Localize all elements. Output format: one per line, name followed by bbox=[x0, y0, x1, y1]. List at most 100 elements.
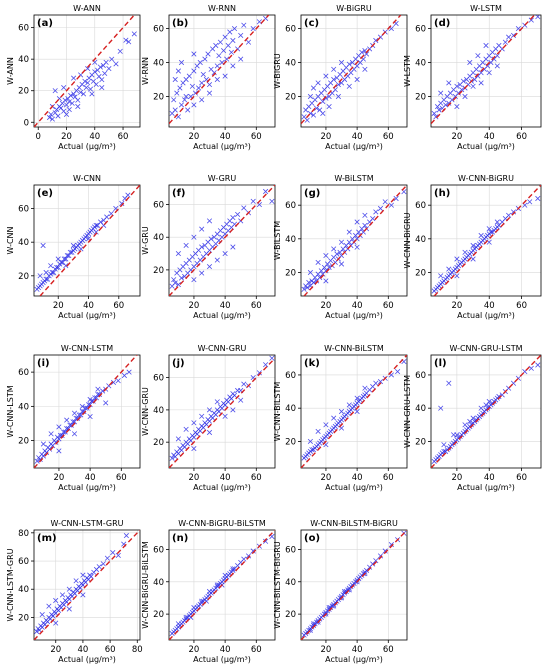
panel-letter: (k) bbox=[304, 358, 320, 369]
chart-o: 20 40 60204060W-CNN-BiLSTM-BiGRU(o)Actual … bbox=[273, 519, 408, 664]
x-axis-label: Actual (μg/m³) bbox=[457, 142, 515, 151]
x-tick-label: 60 bbox=[118, 132, 129, 142]
data-point bbox=[106, 66, 112, 72]
data-point bbox=[175, 621, 181, 627]
data-point bbox=[214, 257, 220, 263]
data-point bbox=[214, 63, 220, 69]
data-point bbox=[478, 232, 484, 239]
y-tick-label: 60 bbox=[18, 205, 29, 215]
reference-line bbox=[34, 15, 135, 127]
y-axis-label: W-CNN-LSTM-GRU bbox=[6, 548, 15, 621]
scatter-points bbox=[34, 192, 131, 292]
x-tick-label: 20 bbox=[321, 645, 332, 655]
data-point bbox=[263, 188, 269, 195]
data-point bbox=[438, 405, 444, 411]
data-point bbox=[235, 211, 241, 217]
panel-letter: (b) bbox=[172, 18, 188, 29]
panel-letter: (h) bbox=[434, 188, 450, 199]
data-point bbox=[174, 90, 180, 96]
data-point bbox=[85, 66, 91, 72]
x-tick-label: 40 bbox=[220, 132, 231, 142]
data-point bbox=[123, 533, 129, 539]
data-point bbox=[470, 242, 476, 249]
x-tick-label: 20 bbox=[189, 645, 200, 655]
data-point bbox=[315, 259, 321, 265]
data-point bbox=[263, 362, 269, 368]
scatter-points bbox=[431, 195, 541, 294]
panel-letter: (o) bbox=[304, 533, 320, 544]
x-tick-label: 40 bbox=[85, 473, 96, 483]
y-tick-label: 60 bbox=[18, 24, 29, 34]
data-point bbox=[191, 68, 197, 74]
chart-f: 20 40 60 20 40 60 W-GRU (f) Actual (μg/m³) W-GRU bbox=[141, 174, 276, 320]
data-point bbox=[373, 558, 379, 564]
data-point bbox=[52, 88, 58, 94]
y-axis-label: W-CNN-BiGRU-BiLSTM bbox=[141, 541, 150, 629]
data-point bbox=[320, 110, 326, 116]
data-point bbox=[431, 110, 437, 116]
x-tick-label: 60 bbox=[251, 301, 262, 311]
data-point bbox=[191, 234, 197, 240]
data-point bbox=[323, 422, 329, 428]
data-point bbox=[199, 226, 205, 232]
data-point bbox=[315, 428, 321, 434]
data-point bbox=[206, 90, 213, 96]
data-point bbox=[70, 242, 76, 249]
y-tick-label: 40 bbox=[285, 578, 296, 588]
panel-title: W-CNN-BiLSTM-BiGRU bbox=[310, 519, 398, 528]
data-point bbox=[183, 426, 189, 432]
data-point bbox=[250, 26, 256, 32]
data-point bbox=[200, 71, 206, 77]
x-tick-label: 60 bbox=[516, 132, 527, 142]
y-tick-label: 20 bbox=[153, 438, 164, 448]
data-point bbox=[192, 90, 199, 96]
data-point bbox=[172, 280, 178, 286]
data-point bbox=[63, 263, 69, 269]
x-axis-label: Actual (μg/m³) bbox=[457, 483, 515, 492]
data-point bbox=[87, 414, 93, 420]
data-point bbox=[227, 29, 233, 35]
data-point bbox=[388, 202, 394, 208]
data-point bbox=[99, 85, 105, 91]
panel-title: W-CNN-LSTM-GRU bbox=[50, 519, 123, 528]
data-point bbox=[528, 17, 534, 23]
data-point bbox=[304, 117, 310, 123]
x-tick-label: 20 bbox=[50, 645, 61, 655]
data-point bbox=[113, 61, 119, 67]
data-point bbox=[222, 572, 228, 578]
data-point bbox=[326, 104, 332, 110]
data-point bbox=[53, 620, 59, 626]
data-point bbox=[97, 64, 103, 70]
x-tick-label: 40 bbox=[220, 645, 231, 655]
reference-line bbox=[34, 355, 138, 468]
data-point bbox=[231, 26, 238, 32]
data-point bbox=[382, 548, 388, 554]
x-axis-label: Actual (μg/m³) bbox=[193, 142, 251, 151]
y-tick-label: 20 bbox=[285, 437, 296, 447]
data-point bbox=[185, 107, 191, 113]
data-point bbox=[96, 564, 102, 570]
data-point bbox=[377, 379, 384, 385]
panel-title: W-CNN-GRU bbox=[198, 344, 247, 353]
data-point bbox=[43, 269, 49, 276]
data-point bbox=[377, 553, 384, 559]
x-tick-label: 20 bbox=[451, 473, 462, 483]
data-point bbox=[199, 80, 205, 86]
data-point bbox=[48, 431, 54, 437]
plot-frame bbox=[300, 14, 408, 128]
data-point bbox=[206, 218, 213, 224]
data-point bbox=[346, 83, 352, 89]
panel-title: W-CNN-LSTM bbox=[61, 344, 113, 353]
data-point bbox=[488, 229, 494, 235]
data-point bbox=[177, 85, 183, 91]
chart-d: 20 40 60 20 40 60 W-LSTM (d) Actual (μg/m³) W-LST… bbox=[403, 4, 542, 151]
data-point bbox=[483, 42, 489, 49]
y-tick-label: 40 bbox=[153, 406, 164, 416]
y-tick-label: 20 bbox=[285, 268, 296, 278]
y-tick-label: 60 bbox=[415, 201, 426, 211]
data-point bbox=[238, 397, 244, 403]
x-tick-label: 40 bbox=[89, 132, 100, 142]
x-axis-label: Actual (μg/m³) bbox=[457, 311, 515, 320]
data-point bbox=[334, 251, 340, 257]
data-point bbox=[510, 32, 517, 38]
